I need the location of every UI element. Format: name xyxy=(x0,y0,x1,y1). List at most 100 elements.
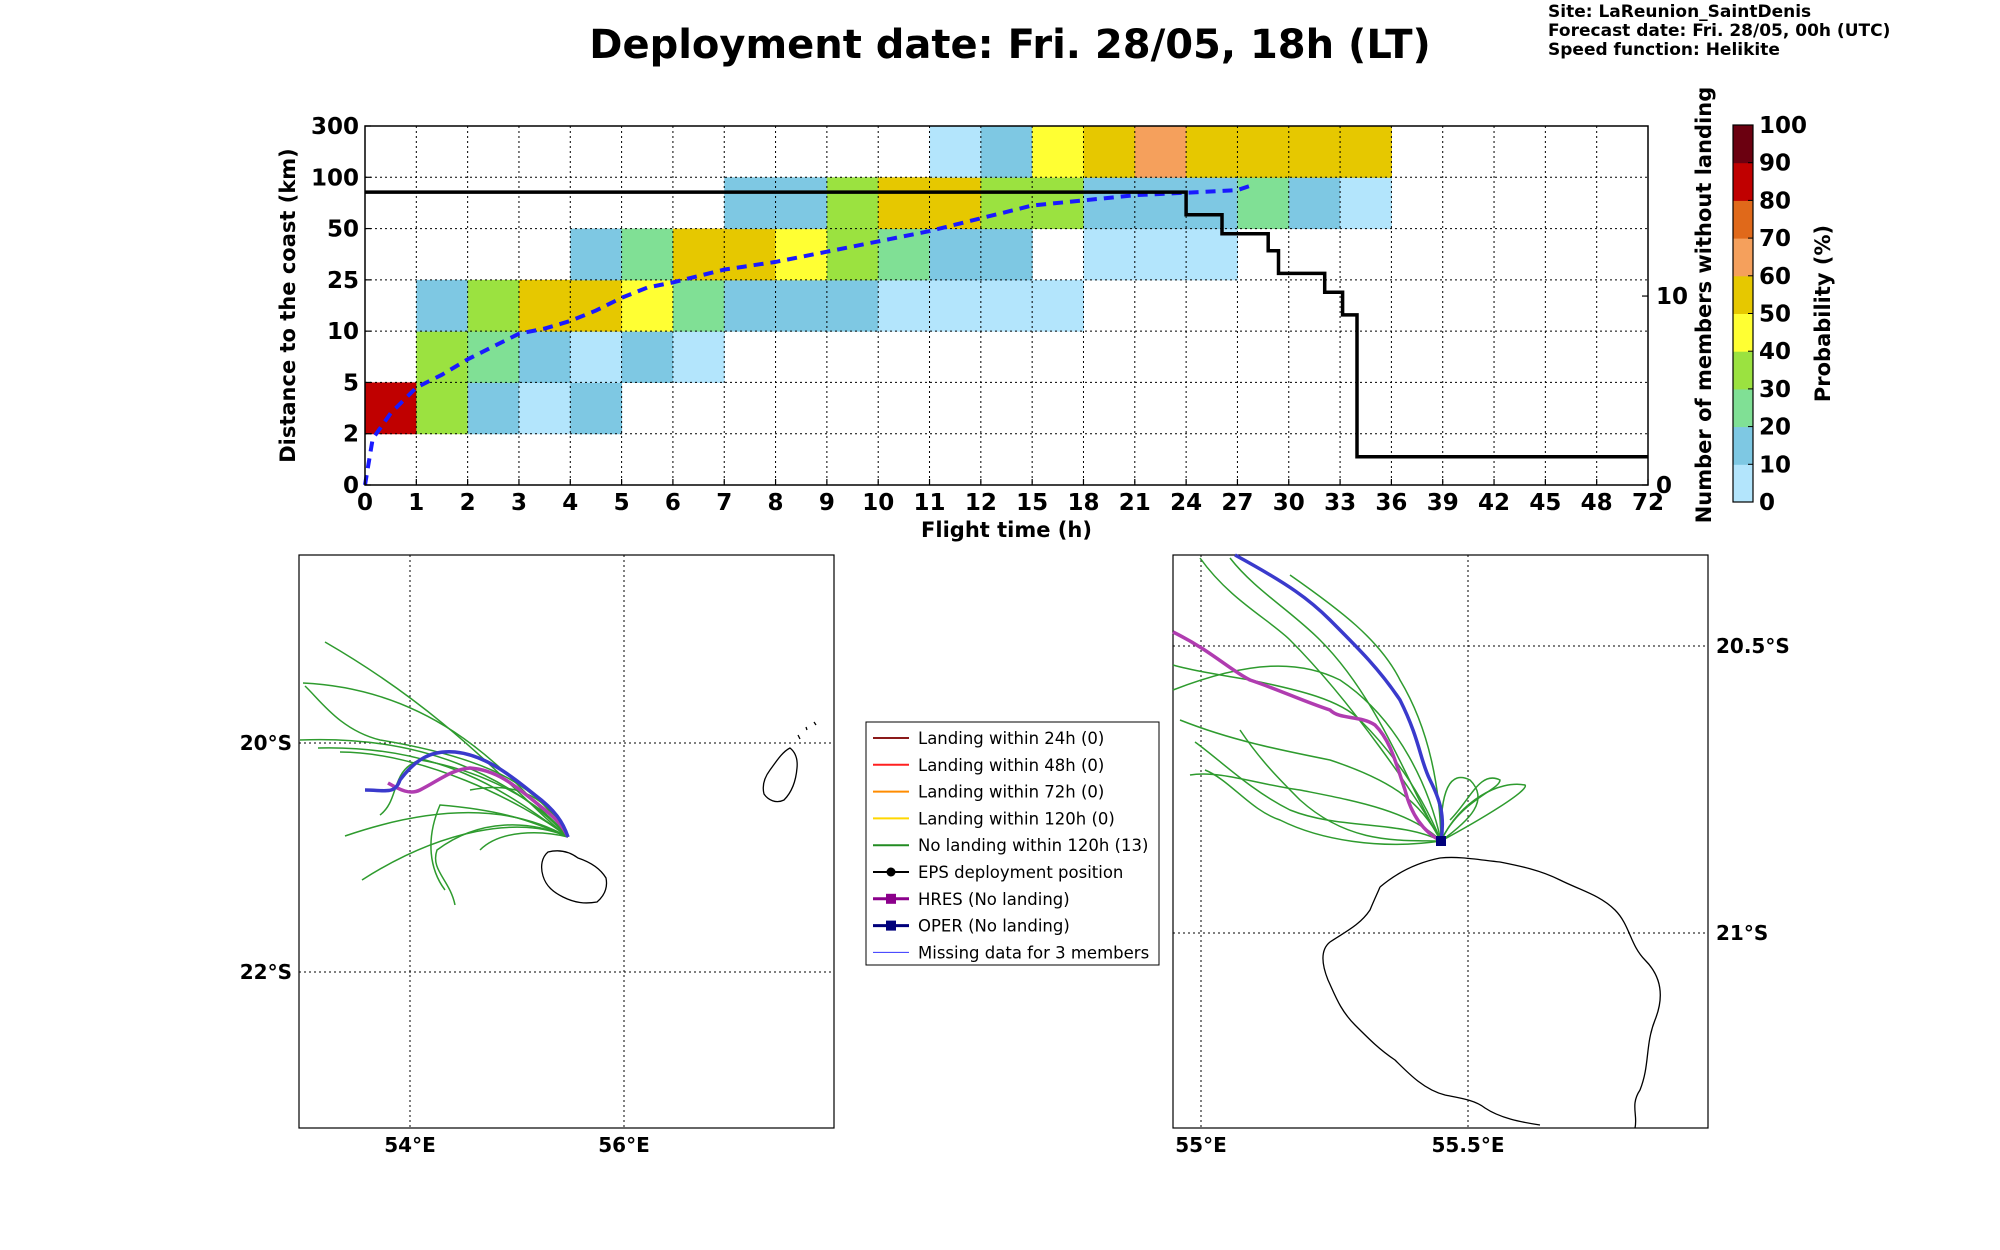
legend-item: Landing within 24h (0) xyxy=(873,729,1104,748)
left-map-mauritius-outline xyxy=(762,721,817,803)
legend-item: Landing within 120h (0) xyxy=(873,809,1115,828)
legend-label: Missing data for 3 members xyxy=(918,943,1149,962)
x-tick-label: 42 xyxy=(1478,490,1510,516)
x-tick-label: 21 xyxy=(1119,490,1151,516)
heatmap-cell xyxy=(621,331,674,383)
heatmap-cell xyxy=(724,177,777,230)
heatmap-cell xyxy=(621,228,674,281)
x-tick-label: 39 xyxy=(1427,490,1459,516)
map-legend: Landing within 24h (0) Landing within 48h… xyxy=(865,721,1160,966)
right-map-x-tick: 55.5°E xyxy=(1431,1133,1504,1157)
right-map-x-tick: 55°E xyxy=(1175,1133,1227,1157)
heatmap-cell xyxy=(1032,279,1084,332)
left-map: 54°E 56°E 20°S 22°S xyxy=(240,554,835,1157)
x-tick-label: 15 xyxy=(1016,490,1048,516)
left-map-x-tick: 56°E xyxy=(598,1133,650,1157)
median-distance-curve xyxy=(363,183,1254,486)
heatmap-cell xyxy=(416,279,469,332)
x-tick-label: 48 xyxy=(1581,490,1613,516)
legend-label: Landing within 120h (0) xyxy=(918,809,1115,828)
heatmap-cell xyxy=(1083,177,1136,230)
colorbar-segment xyxy=(1733,313,1753,352)
heatmap-cell xyxy=(467,279,520,332)
colorbar-tick-label: 80 xyxy=(1759,188,1791,214)
right-map: 55°E 55.5°E 20.5°S 21°S xyxy=(1172,553,1790,1157)
colorbar-segment xyxy=(1733,125,1753,164)
colorbar-tick-label: 60 xyxy=(1759,264,1791,290)
heatmap-cell xyxy=(416,382,469,435)
left-map-x-tick: 54°E xyxy=(384,1133,436,1157)
heatmap-cell xyxy=(1340,126,1392,178)
legend-label: HRES (No landing) xyxy=(918,890,1070,909)
heatmap-cell xyxy=(878,177,931,230)
heatmap-cell xyxy=(775,279,828,332)
colorbar-label: Probability (%) xyxy=(1811,225,1835,402)
x-tick-label: 4 xyxy=(562,490,578,516)
heatmap-cell xyxy=(570,382,623,435)
right-map-oper-track xyxy=(1234,553,1445,842)
speed-function-label: Speed function: Helikite xyxy=(1548,40,1780,60)
heatmap-cell xyxy=(724,228,777,281)
heatmap-cell xyxy=(775,228,828,281)
heatmap-cell xyxy=(1083,228,1136,281)
x-tick-label: 36 xyxy=(1375,490,1407,516)
right-map-reunion-outline xyxy=(1322,856,1661,1129)
x-tick-label: 6 xyxy=(665,490,681,516)
legend-item: No landing within 120h (13) xyxy=(873,836,1148,855)
x-tick-label: 0 xyxy=(357,490,373,516)
legend-label: No landing within 120h (13) xyxy=(918,836,1148,855)
legend-marker-square xyxy=(886,920,896,931)
heatmap-cell xyxy=(672,279,725,332)
heatmap-cell xyxy=(929,126,982,178)
heatmap-cell xyxy=(929,228,982,281)
heatmap-cell xyxy=(621,279,674,332)
colorbar-segment xyxy=(1733,464,1753,503)
heatmap-cell xyxy=(1186,228,1238,281)
x-tick-label: 10 xyxy=(862,490,894,516)
left-map-y-tick: 20°S xyxy=(240,731,292,755)
site-label: Site: LaReunion_SaintDenis xyxy=(1548,2,1811,22)
x-tick-label: 24 xyxy=(1170,490,1202,516)
x-tick-label: 11 xyxy=(914,490,946,516)
heatmap-cell xyxy=(775,177,828,230)
heatmap-cell xyxy=(1186,126,1238,178)
right-map-y-tick: 21°S xyxy=(1716,921,1768,945)
y2-tick-label: 0 xyxy=(1656,473,1672,499)
y-tick-label: 100 xyxy=(311,165,359,191)
colorbar-tick-label: 0 xyxy=(1759,490,1775,516)
colorbar-segment xyxy=(1733,388,1753,428)
heatmap-cell xyxy=(570,331,623,383)
heatmap-cell xyxy=(1340,177,1392,230)
legend-item: Landing within 72h (0) xyxy=(873,783,1104,802)
legend-label: EPS deployment position xyxy=(918,863,1123,882)
heatmap-cell xyxy=(724,279,777,332)
heatmap-cell xyxy=(467,382,520,435)
colorbar-tick-label: 40 xyxy=(1759,339,1791,365)
heatmap-cell xyxy=(980,279,1033,332)
heatmap-cell xyxy=(826,228,879,281)
x-tick-label: 1 xyxy=(408,490,424,516)
forecast-date-label: Forecast date: Fri. 28/05, 00h (UTC) xyxy=(1548,21,1890,41)
colorbar-tick-label: 100 xyxy=(1759,113,1807,139)
colorbar-tick-label: 70 xyxy=(1759,226,1791,252)
colorbar-tick-label: 30 xyxy=(1759,377,1791,403)
y-tick-label: 50 xyxy=(327,217,359,243)
probability-heatmap-chart: 0 1 2 3 4 5 6 7 8 9 10 11 12 15 18 21 24 27 30 33 36 39 42 45 48… xyxy=(276,87,1716,542)
plot-frame xyxy=(364,125,1649,486)
legend-label: Landing within 24h (0) xyxy=(918,729,1104,748)
legend-label: Landing within 72h (0) xyxy=(918,783,1104,802)
heatmap-cell xyxy=(672,228,725,281)
heatmap-cell xyxy=(570,228,623,281)
colorbar-segment xyxy=(1733,351,1753,390)
legend-marker-circle xyxy=(886,867,896,877)
x-tick-label: 2 xyxy=(460,490,476,516)
x-tick-label: 8 xyxy=(768,490,784,516)
colorbar-tick-label: 20 xyxy=(1759,415,1791,441)
y2-axis-label: Number of members without landing xyxy=(1692,87,1716,524)
colorbar-segment xyxy=(1733,275,1753,314)
heatmap-cell xyxy=(467,331,520,383)
heatmap-cell xyxy=(1186,177,1238,230)
heatmap-cell xyxy=(518,331,571,383)
heatmap-cell xyxy=(1134,228,1187,281)
members-without-landing-line xyxy=(365,190,1648,459)
